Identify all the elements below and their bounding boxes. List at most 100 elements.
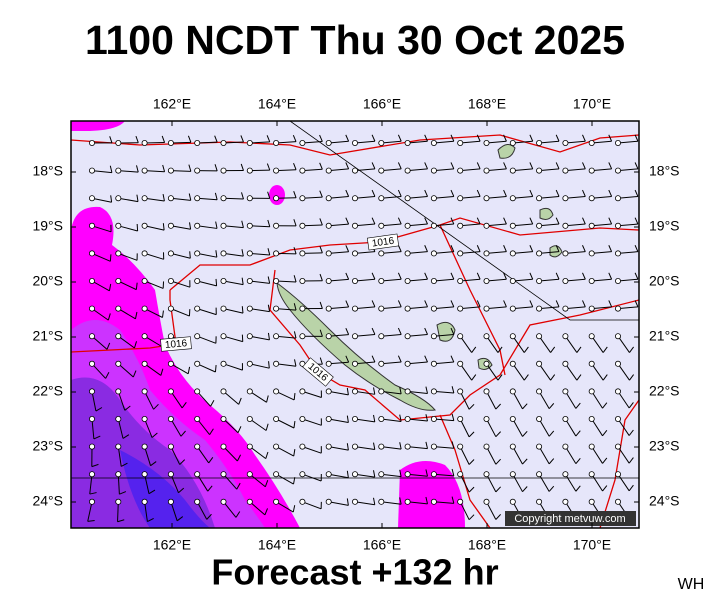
barb-station	[300, 416, 305, 421]
barb-station	[352, 472, 357, 477]
barb-station	[326, 168, 331, 173]
barb-station	[379, 251, 384, 256]
barb-station	[563, 499, 568, 504]
barb-station	[379, 499, 384, 504]
barb-station	[352, 444, 357, 449]
barb-station	[116, 306, 121, 311]
latitude-label: 24°S	[32, 493, 63, 509]
barb-station	[352, 196, 357, 201]
barb-station	[89, 196, 94, 201]
latitude-label: 19°S	[32, 218, 63, 234]
barb-station	[142, 196, 147, 201]
barb-station	[274, 251, 279, 256]
barb-station	[352, 306, 357, 311]
barb-station	[537, 251, 542, 256]
barb-station	[352, 334, 357, 339]
barb-station	[484, 416, 489, 421]
barb-station	[89, 251, 94, 256]
barb-station	[300, 499, 305, 504]
barb-station	[379, 334, 384, 339]
barb-station	[510, 278, 515, 283]
barb-station	[510, 223, 515, 228]
barb-station	[116, 389, 121, 394]
longitude-label: 168°E	[468, 537, 506, 553]
barb-station	[379, 306, 384, 311]
barb-station	[247, 306, 252, 311]
barb-station	[326, 416, 331, 421]
barb-station	[142, 223, 147, 228]
barb-station	[589, 361, 594, 366]
barb-station	[431, 444, 436, 449]
barb-station	[458, 361, 463, 366]
longitude-label: 170°E	[573, 96, 611, 112]
barb-station	[510, 168, 515, 173]
barb-station	[221, 416, 226, 421]
barb-station	[379, 168, 384, 173]
barb-station	[589, 334, 594, 339]
barb-station	[274, 361, 279, 366]
barb-station	[221, 389, 226, 394]
barb-station	[116, 223, 121, 228]
barb-station	[195, 196, 200, 201]
barb-station	[326, 306, 331, 311]
barb-station	[563, 196, 568, 201]
barb-station	[431, 472, 436, 477]
barb-station	[431, 361, 436, 366]
barb-station	[405, 140, 410, 145]
barb-station	[563, 444, 568, 449]
barb-station	[195, 472, 200, 477]
barb-station	[326, 444, 331, 449]
barb-station	[247, 361, 252, 366]
barb-station	[195, 251, 200, 256]
barb-station	[274, 140, 279, 145]
longitude-label: 170°E	[573, 537, 611, 553]
latitude-label: 23°S	[649, 438, 680, 454]
barb-station	[221, 499, 226, 504]
barb-station	[458, 416, 463, 421]
barb-station	[326, 140, 331, 145]
corner-code: WH	[678, 576, 705, 593]
barb-station	[247, 499, 252, 504]
latitude-label: 21°S	[32, 328, 63, 344]
barb-station	[405, 196, 410, 201]
barb-station	[168, 416, 173, 421]
barb-station	[484, 223, 489, 228]
precip	[269, 185, 285, 205]
barb-station	[510, 334, 515, 339]
barb-station	[221, 196, 226, 201]
barb-station	[563, 278, 568, 283]
barb-station	[537, 334, 542, 339]
map-area: 1016 1016 1016 Copyright metvuw.com	[71, 121, 639, 528]
barb-station	[168, 499, 173, 504]
barb-station	[300, 196, 305, 201]
longitude-label: 164°E	[258, 96, 296, 112]
barb-station	[615, 389, 620, 394]
longitude-label: 166°E	[363, 96, 401, 112]
barb-station	[615, 168, 620, 173]
barb-station	[89, 140, 94, 145]
barb-station	[589, 168, 594, 173]
barb-station	[274, 444, 279, 449]
barb-station	[142, 361, 147, 366]
barb-station	[484, 444, 489, 449]
barb-station	[168, 251, 173, 256]
barb-station	[221, 334, 226, 339]
barb-station	[379, 278, 384, 283]
barb-station	[431, 251, 436, 256]
barb-station	[615, 278, 620, 283]
barb-station	[537, 444, 542, 449]
barb-station	[352, 140, 357, 145]
barb-station	[379, 196, 384, 201]
barb-station	[484, 334, 489, 339]
barb-station	[326, 361, 331, 366]
barb-station	[221, 444, 226, 449]
latitude-label: 22°S	[32, 383, 63, 399]
barb-station	[168, 223, 173, 228]
barb-station	[458, 251, 463, 256]
barb-station	[589, 278, 594, 283]
barb-station	[537, 196, 542, 201]
barb-station	[116, 416, 121, 421]
barb-station	[168, 444, 173, 449]
barb-shaft	[171, 142, 191, 143]
barb-station	[116, 472, 121, 477]
